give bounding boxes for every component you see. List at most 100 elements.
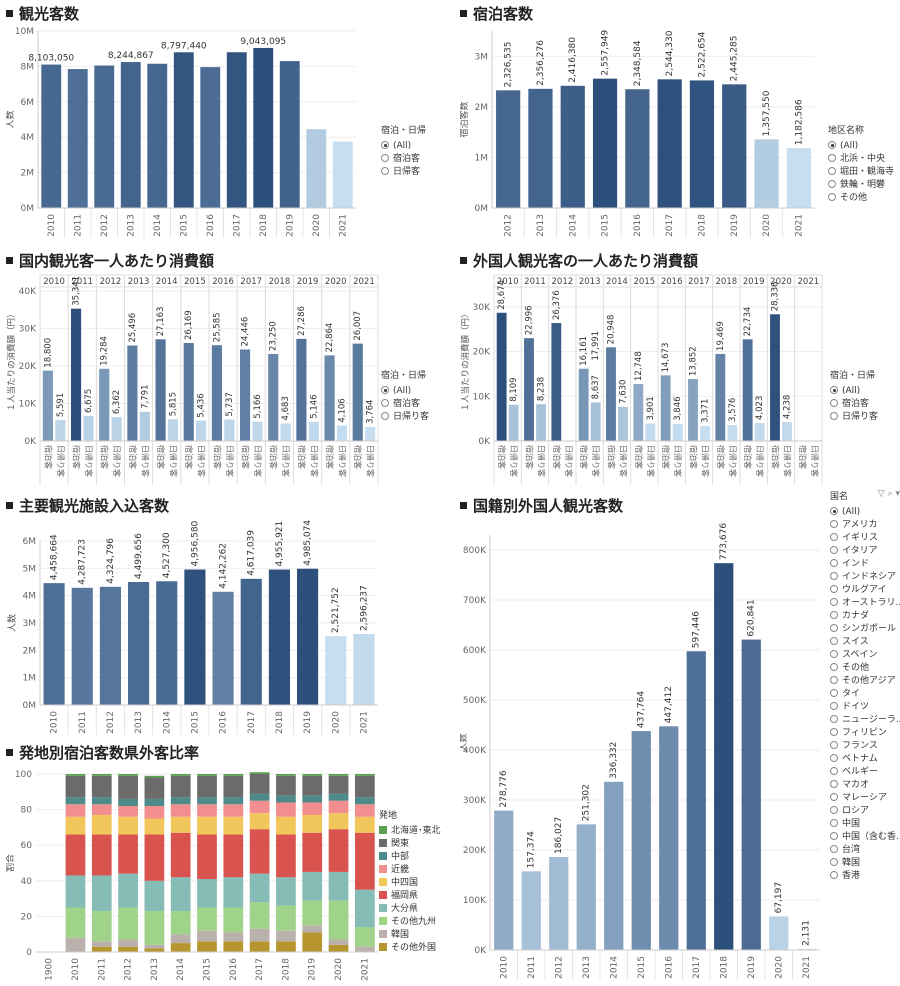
legend-option[interactable]: 韓国 — [830, 857, 900, 870]
legend-option-all[interactable]: (All) — [381, 385, 429, 398]
data-label: 1,357,550 — [762, 90, 772, 136]
radio-icon[interactable] — [830, 832, 838, 840]
radio-icon[interactable] — [830, 611, 838, 619]
legend-item[interactable]: 中部 — [379, 851, 441, 864]
radio-icon[interactable] — [381, 412, 389, 420]
legend-option-hotta[interactable]: 堀田・観海寺 — [828, 166, 894, 179]
radio-icon[interactable] — [830, 715, 838, 723]
radio-icon[interactable] — [830, 819, 838, 827]
legend-item[interactable]: その他外国 — [379, 942, 441, 955]
radio-icon[interactable] — [830, 572, 838, 580]
legend-option[interactable]: タイ — [830, 688, 900, 701]
legend-option-all[interactable]: (All) — [828, 140, 894, 153]
legend-option[interactable]: マレーシア — [830, 792, 900, 805]
legend-option[interactable]: オーストラリ... — [830, 597, 900, 610]
radio-icon[interactable] — [830, 780, 838, 788]
legend-option-daytrip[interactable]: 日帰客 — [381, 166, 426, 179]
legend-option[interactable]: インド — [830, 558, 900, 571]
legend-option[interactable]: 中国 — [830, 818, 900, 831]
legend-option[interactable]: イギリス — [830, 532, 900, 545]
radio-icon[interactable] — [828, 154, 836, 162]
radio-icon[interactable] — [830, 637, 838, 645]
legend-option-kannawa[interactable]: 鉄輪・明礬 — [828, 179, 894, 192]
x-tick-label: 2019 — [303, 711, 313, 734]
radio-icon[interactable] — [830, 624, 838, 632]
legend-item[interactable]: 中四国 — [379, 877, 441, 890]
legend-option-daytrip[interactable]: 日帰り客 — [830, 411, 878, 424]
radio-icon[interactable] — [830, 728, 838, 736]
radio-icon[interactable] — [830, 650, 838, 658]
legend-option-overnight[interactable]: 宿泊客 — [381, 153, 426, 166]
radio-selected-icon[interactable] — [830, 386, 838, 394]
radio-icon[interactable] — [381, 399, 389, 407]
legend-option-kitahama[interactable]: 北浜・中央 — [828, 153, 894, 166]
legend-option[interactable]: ベトナム — [830, 753, 900, 766]
radio-icon[interactable] — [830, 702, 838, 710]
radio-icon[interactable] — [830, 546, 838, 554]
legend-item[interactable]: 北海道･東北 — [379, 825, 441, 838]
legend-item[interactable]: 福岡県 — [379, 890, 441, 903]
radio-icon[interactable] — [830, 676, 838, 684]
radio-icon[interactable] — [828, 167, 836, 175]
radio-icon[interactable] — [830, 845, 838, 853]
legend-option[interactable]: 中国（含む香... — [830, 831, 900, 844]
radio-icon[interactable] — [830, 754, 838, 762]
radio-icon[interactable] — [830, 533, 838, 541]
legend-option[interactable]: フィリピン — [830, 727, 900, 740]
radio-icon[interactable] — [830, 663, 838, 671]
radio-icon[interactable] — [381, 154, 389, 162]
legend-option[interactable]: 台湾 — [830, 844, 900, 857]
legend-option[interactable]: ウルグアイ — [830, 584, 900, 597]
legend-option[interactable]: イタリア — [830, 545, 900, 558]
filter-controls[interactable]: ▽ ⌕ ▾ — [877, 489, 900, 499]
radio-icon[interactable] — [830, 793, 838, 801]
legend-option[interactable]: ロシア — [830, 805, 900, 818]
radio-selected-icon[interactable] — [381, 141, 389, 149]
legend-option-daytrip[interactable]: 日帰り客 — [381, 411, 429, 424]
legend-option[interactable]: (All) — [830, 506, 900, 519]
legend-item[interactable]: 韓国 — [379, 929, 441, 942]
radio-icon[interactable] — [830, 741, 838, 749]
legend-option[interactable]: シンガポール — [830, 623, 900, 636]
radio-icon[interactable] — [830, 585, 838, 593]
legend-option[interactable]: アメリカ — [830, 519, 900, 532]
radio-icon[interactable] — [830, 858, 838, 866]
radio-selected-icon[interactable] — [381, 386, 389, 394]
legend-option-overnight[interactable]: 宿泊客 — [381, 398, 429, 411]
legend-option[interactable]: フランス — [830, 740, 900, 753]
legend-item[interactable]: 大分県 — [379, 903, 441, 916]
radio-selected-icon[interactable] — [828, 141, 836, 149]
legend-option[interactable]: ニュージーラ... — [830, 714, 900, 727]
legend-option[interactable]: スイス — [830, 636, 900, 649]
radio-icon[interactable] — [830, 520, 838, 528]
legend-item[interactable]: 関東 — [379, 838, 441, 851]
legend-option[interactable]: マカオ — [830, 779, 900, 792]
radio-icon[interactable] — [830, 559, 838, 567]
legend-item[interactable]: 近畿 — [379, 864, 441, 877]
legend-option[interactable]: その他アジア — [830, 675, 900, 688]
legend-option[interactable]: 香港 — [830, 870, 900, 883]
radio-selected-icon[interactable] — [830, 507, 838, 515]
legend-option[interactable]: ベルギー — [830, 766, 900, 779]
radio-icon[interactable] — [830, 871, 838, 879]
legend-option-all[interactable]: (All) — [830, 385, 878, 398]
radio-icon[interactable] — [828, 193, 836, 201]
radio-icon[interactable] — [830, 689, 838, 697]
radio-icon[interactable] — [830, 412, 838, 420]
radio-icon[interactable] — [381, 167, 389, 175]
radio-icon[interactable] — [830, 399, 838, 407]
radio-icon[interactable] — [830, 806, 838, 814]
legend-option-overnight[interactable]: 宿泊客 — [830, 398, 878, 411]
legend-option-other[interactable]: その他 — [828, 192, 894, 205]
legend-option[interactable]: その他 — [830, 662, 900, 675]
radio-icon[interactable] — [830, 598, 838, 606]
legend-option[interactable]: カナダ — [830, 610, 900, 623]
legend-item[interactable]: その他九州 — [379, 916, 441, 929]
legend-option[interactable]: ドイツ — [830, 701, 900, 714]
legend-option[interactable]: インドネシア — [830, 571, 900, 584]
radio-icon[interactable] — [830, 767, 838, 775]
legend-option[interactable]: スペイン — [830, 649, 900, 662]
radio-icon[interactable] — [828, 180, 836, 188]
sub-category-label: 日帰り客 — [56, 445, 66, 477]
legend-option-all[interactable]: (All) — [381, 140, 426, 153]
